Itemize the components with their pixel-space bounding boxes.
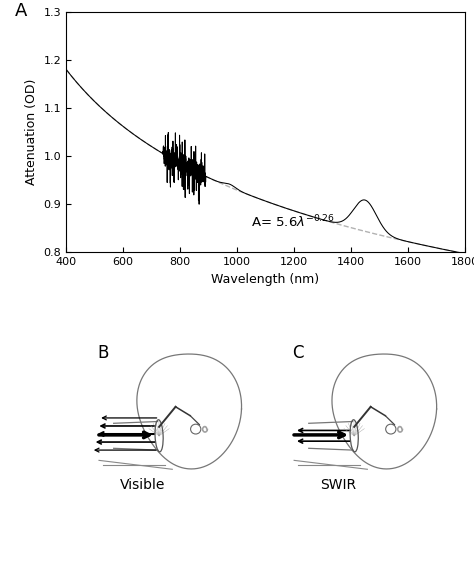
Text: B: B xyxy=(97,344,109,362)
Text: C: C xyxy=(292,344,304,362)
Text: SWIR: SWIR xyxy=(320,478,356,492)
Y-axis label: Attenuation (OD): Attenuation (OD) xyxy=(25,79,38,185)
X-axis label: Wavelength (nm): Wavelength (nm) xyxy=(211,273,319,286)
Text: A: A xyxy=(15,2,27,20)
Text: Visible: Visible xyxy=(120,478,165,492)
Text: A= 5.6$\lambda^{-0.26}$: A= 5.6$\lambda^{-0.26}$ xyxy=(251,214,335,231)
